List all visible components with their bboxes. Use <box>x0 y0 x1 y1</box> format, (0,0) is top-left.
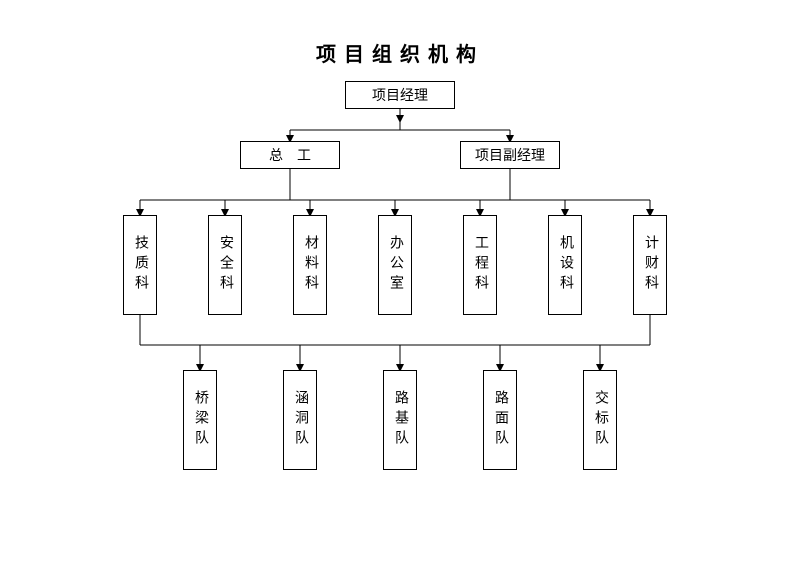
node-department: 办公室 <box>378 215 412 315</box>
node-team: 路面队 <box>483 370 517 470</box>
node-department: 安全科 <box>208 215 242 315</box>
node-root: 项目经理 <box>345 81 455 109</box>
node-team: 涵洞队 <box>283 370 317 470</box>
node-department: 工程科 <box>463 215 497 315</box>
node-department: 材料科 <box>293 215 327 315</box>
node-department: 机设科 <box>548 215 582 315</box>
node-team: 桥梁队 <box>183 370 217 470</box>
node-department: 技质科 <box>123 215 157 315</box>
node-team: 路基队 <box>383 370 417 470</box>
node-department: 计财科 <box>633 215 667 315</box>
node-manager: 总 工 <box>240 141 340 169</box>
node-manager: 项目副经理 <box>460 141 560 169</box>
node-team: 交标队 <box>583 370 617 470</box>
diagram-title: 项目组织机构 <box>0 38 800 67</box>
